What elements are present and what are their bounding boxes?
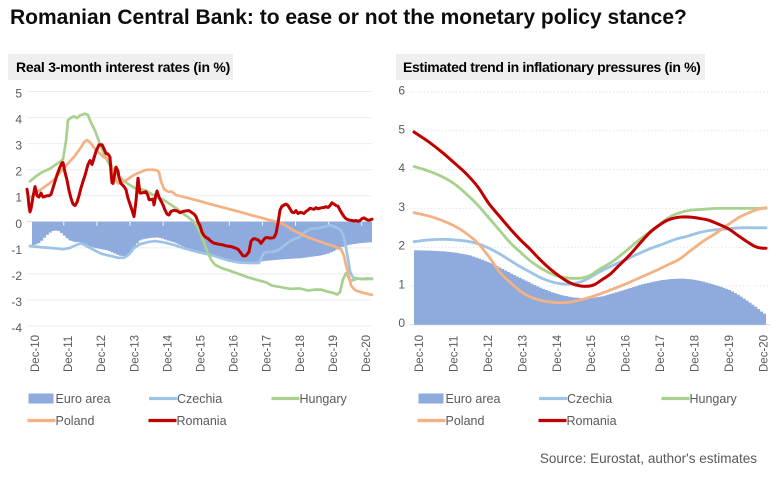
svg-text:-1: -1	[11, 243, 22, 257]
svg-text:1: 1	[15, 191, 22, 205]
svg-text:Dec-12: Dec-12	[96, 335, 108, 372]
svg-text:0: 0	[398, 316, 405, 330]
svg-text:Dec-18: Dec-18	[690, 335, 702, 372]
svg-text:Dec-15: Dec-15	[586, 335, 598, 372]
svg-text:Dec-13: Dec-13	[517, 335, 529, 372]
svg-text:Dec-14: Dec-14	[552, 334, 564, 372]
svg-text:Dec-19: Dec-19	[724, 335, 736, 372]
svg-text:Dec-20: Dec-20	[759, 335, 771, 372]
svg-text:Dec-11: Dec-11	[448, 336, 460, 372]
svg-text:Dec-11: Dec-11	[63, 336, 75, 372]
svg-text:Dec-10: Dec-10	[30, 335, 42, 372]
svg-text:Dec-16: Dec-16	[621, 335, 633, 372]
svg-text:4: 4	[15, 113, 22, 127]
svg-text:-2: -2	[11, 269, 22, 283]
svg-text:1: 1	[398, 277, 405, 291]
svg-text:Dec-15: Dec-15	[196, 335, 208, 372]
svg-text:3: 3	[398, 200, 405, 214]
svg-text:2: 2	[15, 165, 22, 179]
svg-text:2: 2	[398, 239, 405, 253]
svg-text:Dec-10: Dec-10	[414, 335, 426, 372]
svg-text:Dec-17: Dec-17	[655, 335, 667, 372]
svg-text:Dec-19: Dec-19	[328, 335, 340, 372]
svg-text:0: 0	[15, 217, 22, 231]
svg-text:4: 4	[398, 161, 405, 175]
svg-text:Dec-18: Dec-18	[295, 335, 307, 372]
svg-text:Dec-20: Dec-20	[361, 335, 373, 372]
svg-text:Dec-13: Dec-13	[129, 335, 141, 372]
svg-text:Dec-14: Dec-14	[162, 334, 174, 372]
svg-text:3: 3	[15, 139, 22, 153]
svg-text:Dec-12: Dec-12	[483, 335, 495, 372]
svg-text:5: 5	[15, 87, 22, 101]
svg-text:Dec-17: Dec-17	[262, 335, 274, 372]
svg-text:-3: -3	[11, 295, 22, 309]
svg-text:Dec-16: Dec-16	[229, 335, 241, 372]
svg-text:-4: -4	[11, 321, 22, 335]
svg-text:5: 5	[398, 122, 405, 136]
svg-text:6: 6	[398, 84, 405, 98]
